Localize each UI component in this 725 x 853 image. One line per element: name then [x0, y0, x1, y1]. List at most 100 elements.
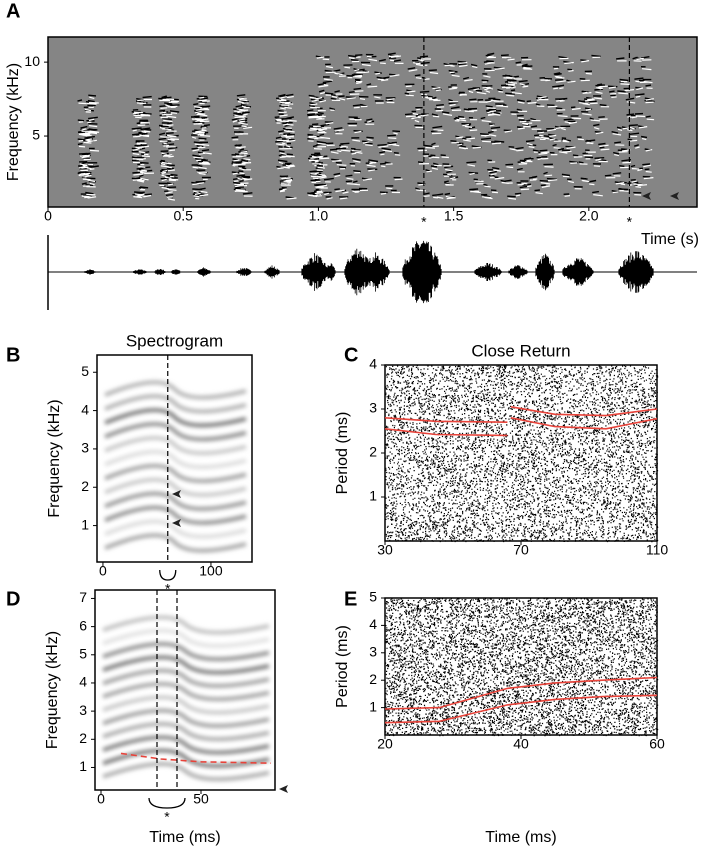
x-axis-label: Time (ms) — [149, 829, 220, 846]
spectral-texture — [104, 380, 247, 553]
harmonic-band — [104, 380, 247, 400]
harmonic-band — [102, 668, 270, 688]
y-tick-label: 1 — [369, 698, 377, 714]
marker-label: * — [165, 581, 171, 597]
x-tick-label: 40 — [513, 736, 529, 752]
trace-line — [384, 676, 658, 710]
waveform-burst — [84, 269, 96, 275]
waveform-burst — [508, 265, 528, 279]
spectral-texture — [191, 96, 212, 200]
panel: 1 2 3 4 5 6 7 0 50 * D Frequency (kHz) Time (ms) — [6, 588, 276, 846]
trace-line — [510, 417, 658, 430]
y-tick-label: 6 — [79, 617, 87, 633]
y-axis-label: Frequency (kHz) — [44, 631, 61, 749]
x-tick-label: 60 — [649, 736, 665, 752]
waveform-burst — [535, 253, 555, 291]
x-axis-label: Time (ms) — [485, 829, 556, 846]
marker-label: * — [421, 214, 427, 230]
x-tick-label: 0 — [99, 563, 107, 579]
x-tick-label: 30 — [377, 542, 393, 558]
harmonic-band — [104, 477, 247, 497]
spectral-texture — [481, 55, 533, 200]
y-axis-label: Frequency (kHz) — [46, 399, 63, 517]
panel-label: D — [6, 588, 20, 610]
spectral-texture — [275, 95, 297, 200]
panel-label: E — [344, 588, 357, 610]
y-tick-label: 4 — [79, 674, 87, 690]
waveform-burst — [236, 268, 252, 276]
harmonic-band — [104, 463, 247, 484]
plot-frame — [47, 36, 698, 208]
spectral-texture — [605, 57, 655, 196]
y-tick-label: 2 — [369, 671, 377, 687]
panel-label: B — [6, 344, 20, 366]
y-tick-label: 5 — [79, 645, 87, 661]
trace-line — [384, 417, 508, 423]
harmonic-band — [104, 435, 247, 456]
harmonic-band — [104, 505, 247, 525]
panel-title: Spectrogram — [126, 331, 223, 350]
waveform-burst — [324, 263, 336, 281]
spectral-texture — [132, 98, 155, 199]
harmonic-band — [102, 641, 270, 662]
waveform-burst — [402, 240, 442, 304]
y-tick-label: 7 — [79, 589, 87, 605]
harmonic-band — [102, 735, 270, 755]
harmonic-band — [102, 748, 270, 768]
x-tick-label: 1.5 — [444, 208, 464, 224]
trace-line — [384, 428, 508, 437]
panel: 5 10 0 0.5 1.0 1.5 2.0 * * A Frequency (kHz) Time (… — [5, 0, 699, 248]
harmonic-band — [104, 519, 247, 539]
x-tick-label: 0.5 — [173, 208, 193, 224]
spectral-texture — [449, 56, 502, 194]
waveform-burst — [474, 263, 502, 281]
spectral-texture — [232, 97, 253, 197]
panel: 1 2 3 4 5 0 100 * B Spectrogram Frequency (kHz) — [6, 331, 253, 597]
panel: 1 2 3 4 5 20 40 60 E Period (ms) Time (ms) — [334, 588, 665, 846]
panel-label: C — [344, 344, 358, 366]
marker-brace — [148, 797, 186, 809]
harmonic-band — [102, 761, 270, 782]
x-tick-label: 0 — [97, 791, 105, 807]
panel: 1 2 3 4 30 70 110 C Close Return Period (ms) — [334, 341, 668, 557]
y-tick-label: 5 — [81, 363, 89, 379]
y-tick-label: 1 — [79, 758, 87, 774]
spectral-texture — [159, 98, 179, 201]
y-tick-label: 2 — [79, 730, 87, 746]
spectral-texture — [351, 55, 404, 195]
y-tick-label: 2 — [81, 478, 89, 494]
trace-line — [384, 694, 658, 724]
waveform-burst — [171, 269, 181, 275]
plot-frame — [96, 354, 253, 563]
x-tick-label: 70 — [513, 542, 529, 558]
y-axis-label: Frequency (kHz) — [5, 63, 22, 181]
panel-label: A — [6, 0, 20, 22]
harmonic-band — [104, 533, 247, 553]
y-tick-label: 4 — [369, 616, 377, 632]
y-tick-label: 10 — [24, 53, 40, 69]
harmonic-band — [104, 422, 247, 442]
spectral-texture — [559, 56, 610, 197]
spectral-texture — [78, 96, 100, 199]
y-axis-label: Period (ms) — [334, 412, 351, 495]
y-tick-label: 3 — [369, 400, 377, 416]
recurrence-dots — [385, 365, 659, 543]
x-axis-label: Time (s) — [641, 231, 699, 248]
recurrence-dots — [385, 598, 659, 737]
arrowhead — [670, 192, 679, 200]
trace-line — [510, 406, 658, 417]
arrowhead — [642, 192, 651, 200]
waveform-burst — [301, 253, 329, 291]
spectral-texture — [448, 54, 502, 192]
waveform — [84, 240, 654, 304]
spectral-texture — [517, 59, 568, 195]
harmonic-band — [102, 708, 270, 728]
harmonic-band — [102, 721, 270, 742]
waveform-burst — [132, 269, 148, 275]
x-tick-label: 2.0 — [579, 208, 599, 224]
waveform-burst — [264, 265, 280, 279]
harmonic-band — [104, 394, 247, 414]
waveform-burst — [362, 252, 390, 292]
x-tick-label: 0 — [44, 208, 52, 224]
